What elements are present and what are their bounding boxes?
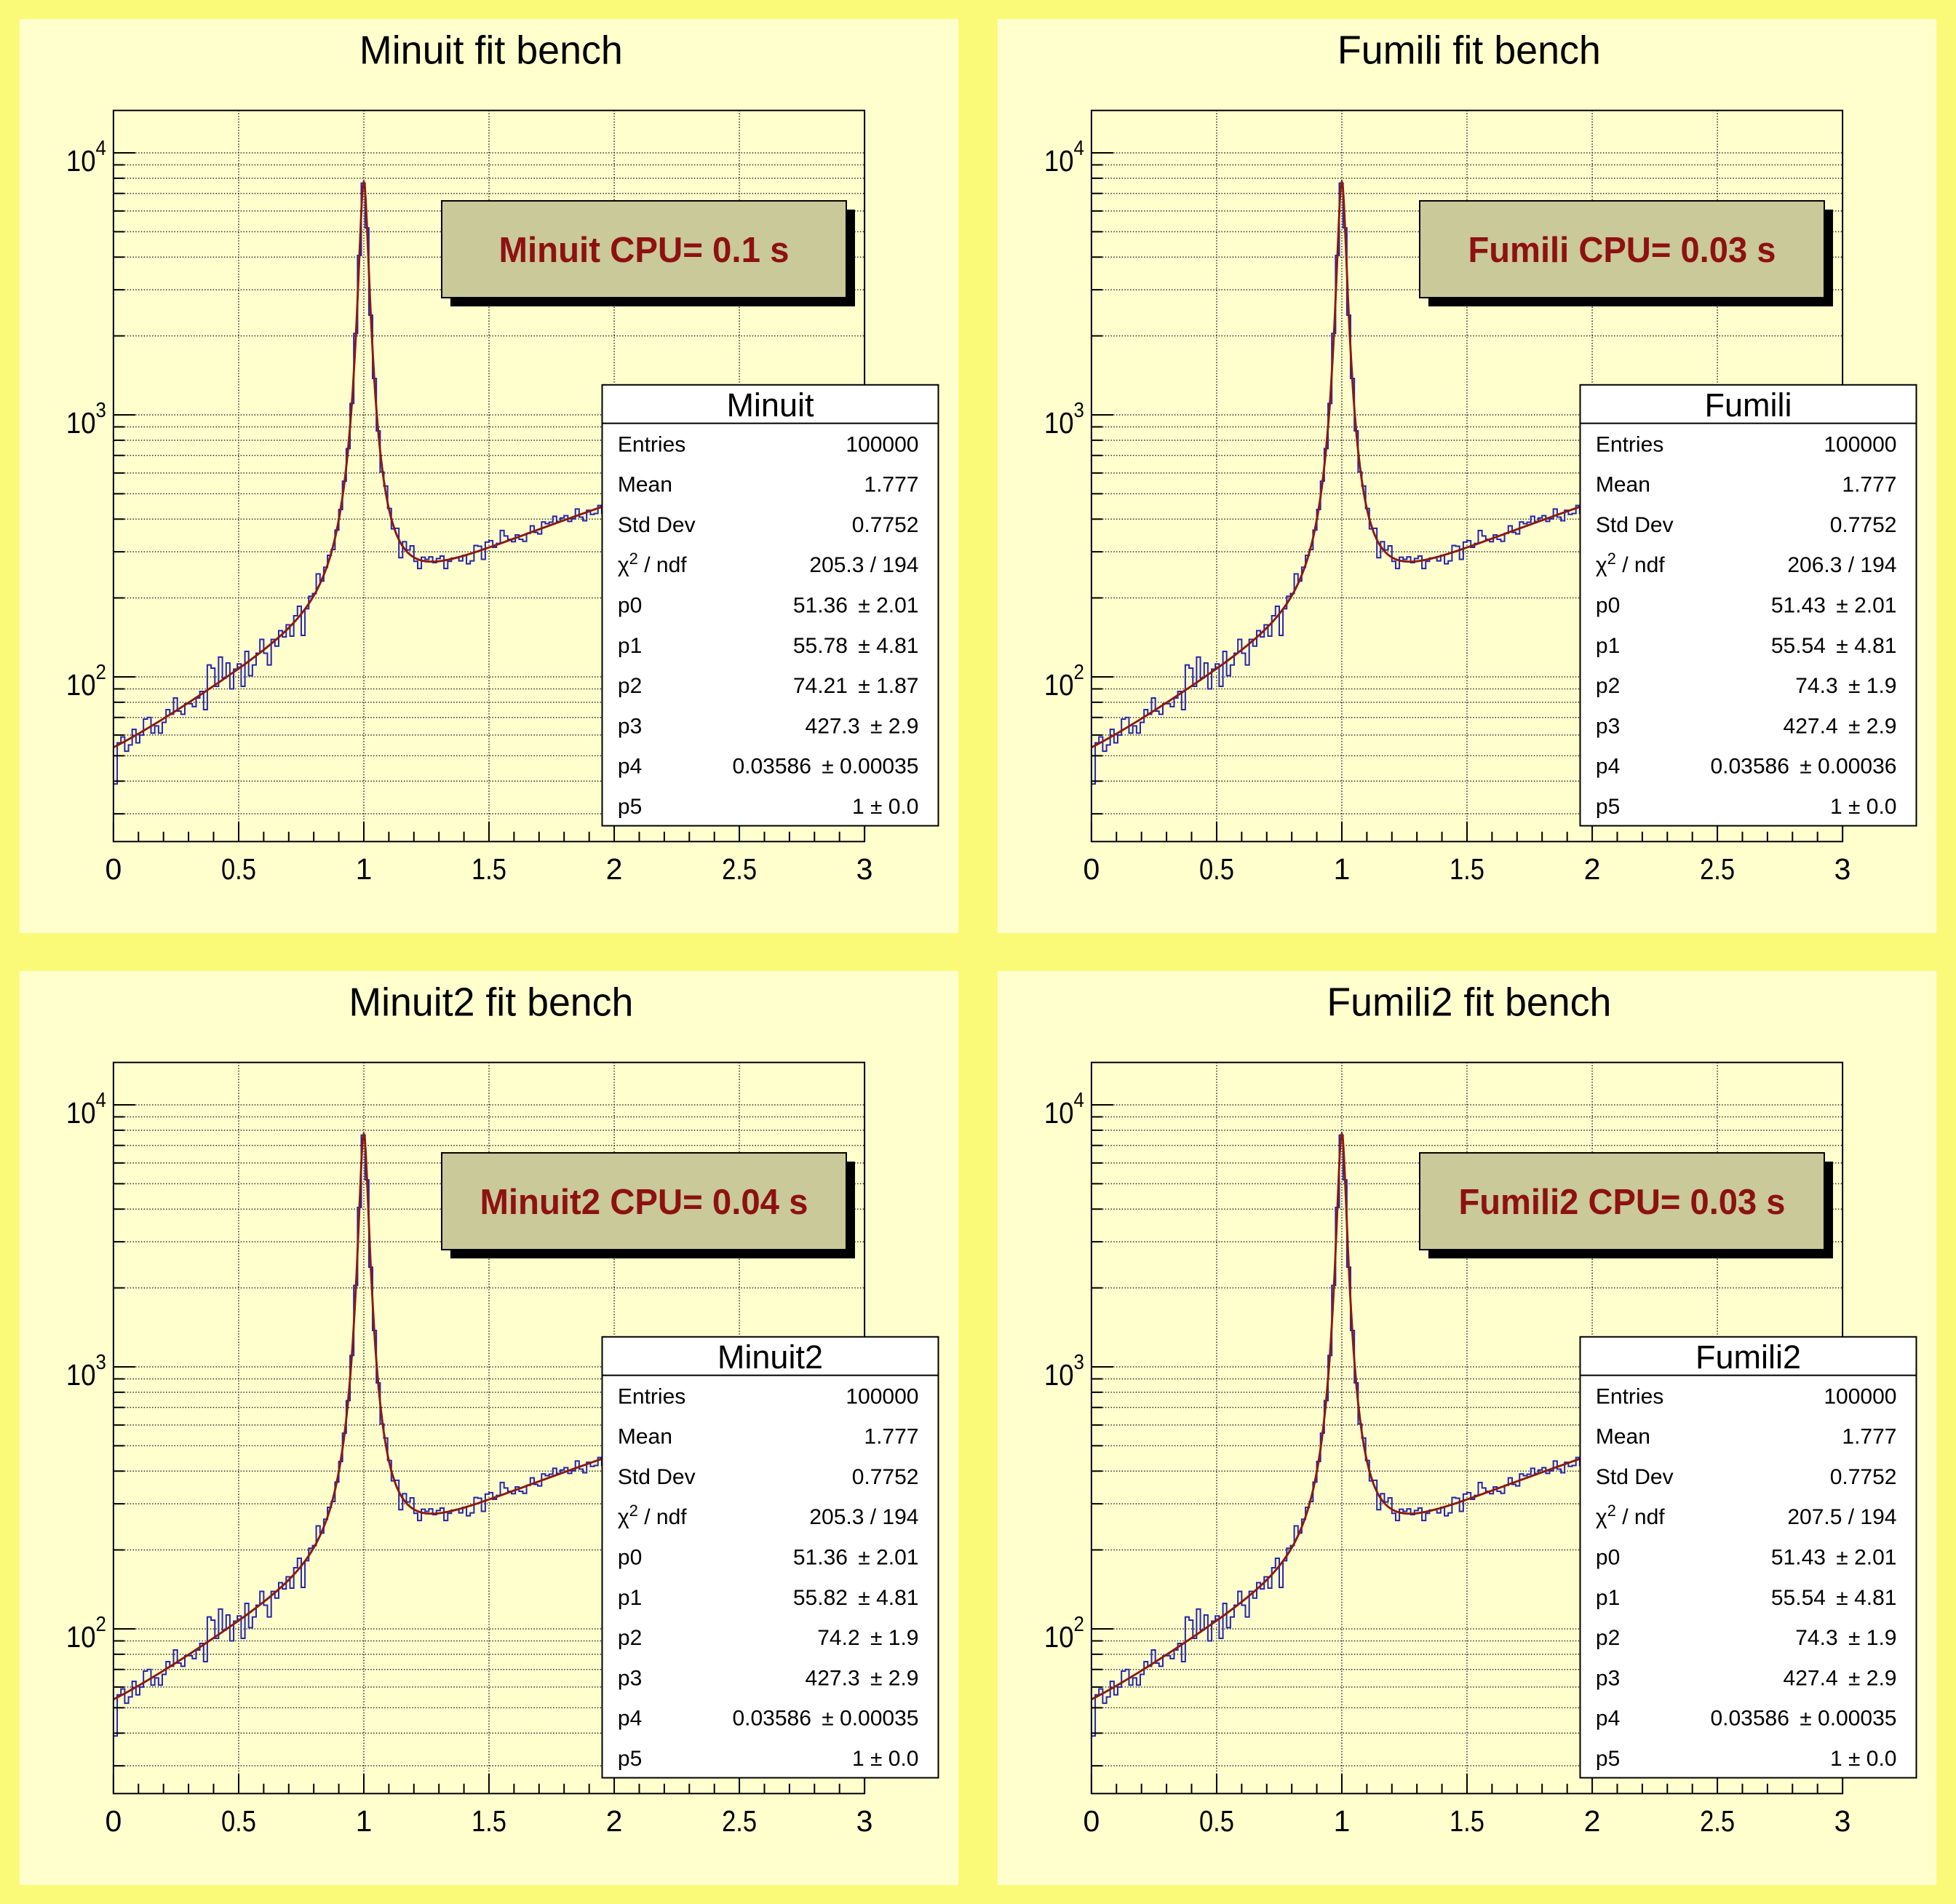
- svg-text:p2: p2: [618, 1626, 642, 1650]
- svg-text:p0: p0: [1596, 593, 1620, 617]
- svg-text:p1: p1: [1596, 1586, 1620, 1610]
- svg-text:p0: p0: [1596, 1545, 1620, 1569]
- svg-text:p1: p1: [618, 634, 642, 658]
- svg-text:1.777: 1.777: [1842, 1425, 1896, 1449]
- svg-text:55.78 ± 4.81: 55.78 ± 4.81: [793, 634, 919, 658]
- svg-text:100000: 100000: [846, 432, 918, 456]
- svg-text:0.03586 ± 0.00035: 0.03586 ± 0.00035: [732, 755, 918, 779]
- svg-text:206.3 / 194: 206.3 / 194: [1787, 553, 1896, 577]
- svg-text:p0: p0: [618, 593, 642, 617]
- svg-text:χ2 / ndf: χ2 / ndf: [1596, 550, 1665, 577]
- svg-text:Fumili: Fumili: [1704, 386, 1792, 424]
- svg-text:p3: p3: [618, 1666, 642, 1690]
- svg-text:427.3 ± 2.9: 427.3 ± 2.9: [806, 1666, 919, 1690]
- svg-text:74.2 ± 1.9: 74.2 ± 1.9: [817, 1626, 918, 1650]
- svg-text:p4: p4: [618, 1707, 642, 1731]
- svg-text:p2: p2: [1596, 1626, 1620, 1650]
- svg-text:100000: 100000: [846, 1384, 918, 1408]
- svg-text:p1: p1: [618, 1586, 642, 1610]
- svg-text:51.36 ± 2.01: 51.36 ± 2.01: [793, 593, 919, 617]
- svg-text:Std Dev: Std Dev: [1596, 1465, 1674, 1489]
- svg-text:p3: p3: [1596, 1666, 1620, 1690]
- svg-text:p2: p2: [618, 674, 642, 698]
- svg-text:205.3 / 194: 205.3 / 194: [809, 553, 918, 577]
- svg-text:0.03586 ± 0.00035: 0.03586 ± 0.00035: [732, 1707, 918, 1731]
- svg-text:Fumili2 CPU= 0.03 s: Fumili2 CPU= 0.03 s: [1458, 1183, 1785, 1222]
- svg-text:51.43 ± 2.01: 51.43 ± 2.01: [1771, 593, 1897, 617]
- svg-text:1 ± 0.0: 1 ± 0.0: [852, 795, 919, 819]
- svg-text:100000: 100000: [1824, 432, 1896, 456]
- svg-text:Fumili2 fit bench: Fumili2 fit bench: [1327, 979, 1611, 1024]
- svg-text:55.54 ± 4.81: 55.54 ± 4.81: [1771, 634, 1897, 658]
- svg-text:55.54 ± 4.81: 55.54 ± 4.81: [1771, 1586, 1897, 1610]
- svg-text:427.4 ± 2.9: 427.4 ± 2.9: [1784, 714, 1897, 738]
- svg-text:p5: p5: [618, 1747, 642, 1771]
- svg-text:0.7752: 0.7752: [852, 513, 919, 537]
- svg-text:Minuit2 fit bench: Minuit2 fit bench: [349, 979, 633, 1024]
- svg-text:p5: p5: [618, 795, 642, 819]
- svg-text:p4: p4: [1596, 1707, 1620, 1731]
- svg-text:p5: p5: [1596, 1747, 1620, 1771]
- svg-text:Fumili2: Fumili2: [1695, 1338, 1801, 1376]
- svg-text:Entries: Entries: [618, 432, 685, 456]
- svg-text:Fumili CPU= 0.03 s: Fumili CPU= 0.03 s: [1468, 231, 1776, 270]
- svg-text:Mean: Mean: [1596, 473, 1650, 497]
- svg-text:1.777: 1.777: [1842, 473, 1896, 497]
- svg-text:1.777: 1.777: [864, 473, 918, 497]
- svg-text:Mean: Mean: [618, 1425, 672, 1449]
- svg-text:Entries: Entries: [1596, 1384, 1663, 1408]
- svg-text:Entries: Entries: [1596, 432, 1663, 456]
- svg-text:Std Dev: Std Dev: [618, 1465, 696, 1489]
- svg-text:Minuit fit bench: Minuit fit bench: [359, 27, 623, 72]
- svg-text:1 ± 0.0: 1 ± 0.0: [1830, 795, 1897, 819]
- svg-text:0.03586 ± 0.00036: 0.03586 ± 0.00036: [1710, 755, 1896, 779]
- svg-text:p4: p4: [1596, 755, 1620, 779]
- svg-text:205.3 / 194: 205.3 / 194: [809, 1505, 918, 1529]
- svg-text:1 ± 0.0: 1 ± 0.0: [852, 1747, 919, 1771]
- svg-text:Minuit2: Minuit2: [717, 1338, 823, 1376]
- svg-text:p3: p3: [618, 714, 642, 738]
- svg-text:1 ± 0.0: 1 ± 0.0: [1830, 1747, 1897, 1771]
- svg-text:Std Dev: Std Dev: [1596, 513, 1674, 537]
- svg-text:51.36 ± 2.01: 51.36 ± 2.01: [793, 1545, 919, 1569]
- svg-text:χ2 / ndf: χ2 / ndf: [618, 1502, 687, 1529]
- svg-text:χ2 / ndf: χ2 / ndf: [1596, 1502, 1665, 1529]
- svg-text:55.82 ± 4.81: 55.82 ± 4.81: [793, 1586, 919, 1610]
- svg-text:p3: p3: [1596, 714, 1620, 738]
- svg-text:207.5 / 194: 207.5 / 194: [1787, 1505, 1896, 1529]
- svg-text:p0: p0: [618, 1545, 642, 1569]
- svg-text:Fumili fit bench: Fumili fit bench: [1337, 27, 1601, 72]
- svg-text:74.21 ± 1.87: 74.21 ± 1.87: [793, 674, 919, 698]
- svg-text:Mean: Mean: [618, 473, 672, 497]
- svg-text:p5: p5: [1596, 795, 1620, 819]
- svg-text:74.3 ± 1.9: 74.3 ± 1.9: [1795, 674, 1896, 698]
- svg-text:p1: p1: [1596, 634, 1620, 658]
- svg-text:427.3 ± 2.9: 427.3 ± 2.9: [806, 714, 919, 738]
- svg-text:0.7752: 0.7752: [852, 1465, 919, 1489]
- svg-text:Minuit2 CPU= 0.04 s: Minuit2 CPU= 0.04 s: [480, 1183, 808, 1222]
- svg-text:Std Dev: Std Dev: [618, 513, 696, 537]
- svg-text:p2: p2: [1596, 674, 1620, 698]
- svg-text:0.7752: 0.7752: [1830, 513, 1897, 537]
- svg-text:p4: p4: [618, 755, 642, 779]
- svg-text:Entries: Entries: [618, 1384, 685, 1408]
- svg-text:0.7752: 0.7752: [1830, 1465, 1897, 1489]
- svg-text:427.4 ± 2.9: 427.4 ± 2.9: [1784, 1666, 1897, 1690]
- svg-text:1.777: 1.777: [864, 1425, 918, 1449]
- svg-text:Minuit CPU= 0.1 s: Minuit CPU= 0.1 s: [498, 231, 789, 270]
- svg-text:74.3 ± 1.9: 74.3 ± 1.9: [1795, 1626, 1896, 1650]
- svg-text:0.03586 ± 0.00035: 0.03586 ± 0.00035: [1710, 1707, 1896, 1731]
- svg-text:100000: 100000: [1824, 1384, 1896, 1408]
- svg-text:χ2 / ndf: χ2 / ndf: [618, 550, 687, 577]
- svg-text:Minuit: Minuit: [726, 386, 814, 424]
- svg-text:51.43 ± 2.01: 51.43 ± 2.01: [1771, 1545, 1897, 1569]
- svg-text:Mean: Mean: [1596, 1425, 1650, 1449]
